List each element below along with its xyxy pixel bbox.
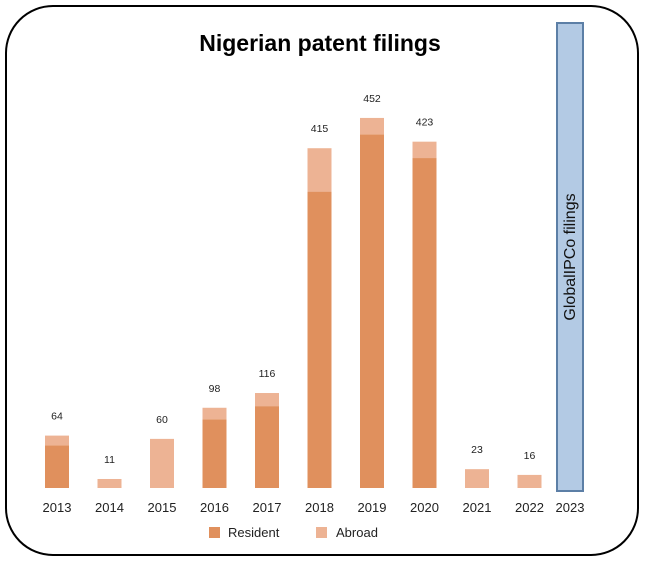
- data-label-2015: 60: [156, 414, 168, 426]
- bar-resident-2018: [307, 191, 332, 489]
- bar-resident-2016: [202, 419, 227, 488]
- bar-abroad-2015: [150, 438, 174, 488]
- bar-resident-2020: [412, 158, 437, 488]
- bar-abroad-2019: [360, 117, 384, 135]
- x-tick-label-2021: 2021: [463, 500, 492, 515]
- data-label-2019: 452: [363, 93, 381, 105]
- bar-resident-2019: [360, 134, 384, 489]
- x-tick-labels-group: 2013 2014 2015 2016 2017 2018 2019 2020 2021 2022: [43, 500, 544, 515]
- bar-abroad-2016: [202, 407, 227, 420]
- legend-swatch-resident: [209, 527, 220, 538]
- bar-abroad-2018: [307, 148, 332, 192]
- x-tick-label-2023: 2023: [556, 500, 585, 515]
- x-tick-label-2018: 2018: [305, 500, 334, 515]
- chart-title: Nigerian patent filings: [199, 30, 441, 56]
- x-tick-label-2013: 2013: [43, 500, 72, 515]
- x-tick-label-2017: 2017: [253, 500, 282, 515]
- x-tick-label-2022: 2022: [515, 500, 544, 515]
- x-tick-label-2016: 2016: [200, 500, 229, 515]
- bar-abroad-2020: [412, 141, 437, 159]
- bar-abroad-2022: [517, 474, 542, 488]
- data-label-2021: 23: [471, 444, 483, 456]
- x-tick-label-2014: 2014: [95, 500, 124, 515]
- bar-abroad-2013: [45, 435, 69, 446]
- legend: Resident Abroad: [209, 525, 378, 540]
- data-label-2013: 64: [51, 411, 63, 423]
- bar-resident-2013: [45, 445, 69, 488]
- x-tick-label-2020: 2020: [410, 500, 439, 515]
- x-tick-label-2019: 2019: [358, 500, 387, 515]
- globalipco-bar-label: GlobalIPCo filings: [562, 193, 579, 320]
- bar-resident-2017: [255, 406, 279, 488]
- data-label-2017: 116: [259, 368, 276, 380]
- bar-abroad-2014: [97, 478, 122, 488]
- legend-label-abroad: Abroad: [336, 525, 378, 540]
- legend-swatch-abroad: [316, 527, 327, 538]
- data-labels-group: 64 11 60 98 116 415 452 423 23 16: [51, 93, 535, 466]
- data-label-2018: 415: [311, 123, 329, 135]
- legend-label-resident: Resident: [228, 525, 280, 540]
- data-label-2014: 11: [104, 454, 115, 466]
- x-tick-label-2015: 2015: [148, 500, 177, 515]
- data-label-2020: 423: [416, 117, 434, 129]
- bar-abroad-2017: [255, 393, 279, 407]
- data-label-2016: 98: [209, 383, 221, 395]
- globalipco-bar: [556, 22, 584, 492]
- bar-abroad-2021: [465, 469, 489, 488]
- bars-group: [45, 117, 542, 489]
- data-label-2022: 16: [524, 450, 536, 462]
